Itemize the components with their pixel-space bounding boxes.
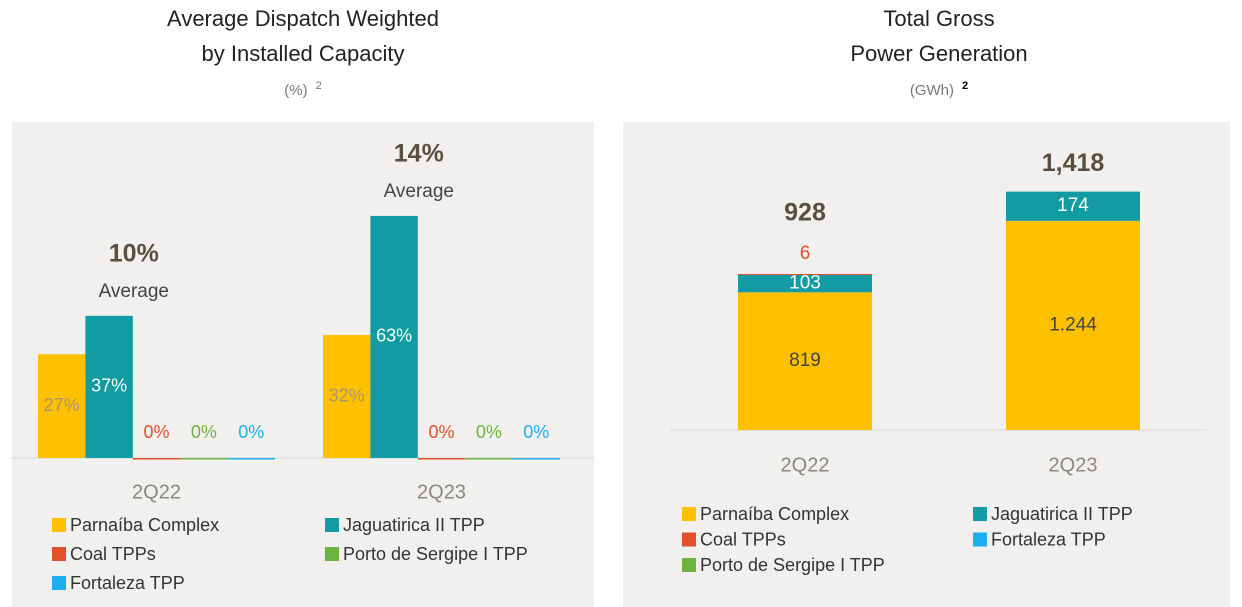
x-tick-label: 2Q23 (1049, 454, 1098, 476)
bar (180, 458, 228, 460)
legend-swatch (682, 532, 696, 547)
subtitle: (GWh) 2 (910, 80, 968, 99)
chart-title: Power Generation (850, 41, 1027, 66)
bar (417, 458, 466, 460)
value-label: 1.244 (1049, 314, 1097, 335)
value-label: 0% (476, 422, 502, 442)
value-label: 0% (428, 422, 454, 442)
bar (227, 458, 275, 460)
value-label: 0% (191, 422, 217, 442)
legend-label: Jaguatirica II TPP (343, 515, 485, 535)
legend-swatch (52, 547, 66, 561)
legend-label: Parnaíba Complex (700, 504, 849, 524)
value-label: 32% (329, 385, 365, 405)
total-label: 928 (784, 199, 826, 227)
legend-label: Porto de Sergipe I TPP (343, 544, 528, 564)
chart-title: Total Gross (883, 6, 994, 31)
subtitle-text: (GWh) (910, 82, 954, 99)
bar-segment (738, 273, 872, 275)
value-label: 0% (523, 422, 549, 442)
legend-swatch (973, 532, 987, 547)
average-label: Average (384, 181, 454, 202)
legend-label: Parnaíba Complex (70, 515, 219, 535)
bar (370, 215, 418, 458)
average-label: Average (99, 281, 169, 302)
value-label: 63% (376, 326, 412, 346)
chart-title: by Installed Capacity (202, 41, 405, 66)
legend-label: Jaguatirica II TPP (991, 504, 1133, 524)
legend-label: Coal TPPs (700, 529, 786, 549)
value-label: 819 (789, 350, 821, 371)
footnote: 2 (316, 80, 322, 92)
legend-swatch (325, 547, 339, 561)
legend-swatch (52, 576, 66, 590)
value-label: 0% (238, 422, 264, 442)
value-label: 27% (44, 395, 80, 415)
bar (85, 315, 133, 458)
value-label: 103 (789, 273, 821, 294)
x-tick-label: 2Q22 (132, 481, 181, 503)
bar (323, 335, 371, 458)
legend-swatch (973, 507, 987, 521)
footnote: 2 (962, 80, 968, 92)
value-label: 0% (143, 422, 169, 442)
total-label: 1,418 (1042, 149, 1105, 177)
legend-swatch (52, 518, 66, 532)
legend-swatch (682, 558, 696, 572)
subtitle-text: (%) (284, 82, 307, 99)
value-label: 174 (1057, 195, 1089, 216)
bar-segment (1006, 220, 1140, 430)
bar-segment (1006, 191, 1140, 221)
x-tick-label: 2Q22 (781, 454, 830, 476)
bar (465, 458, 513, 460)
legend-label: Fortaleza TPP (70, 573, 185, 593)
bar (38, 354, 86, 458)
legend-label: Fortaleza TPP (991, 529, 1106, 549)
legend-label: Coal TPPs (70, 544, 156, 564)
legend-swatch (325, 518, 339, 532)
bar-segment (738, 274, 872, 293)
bar (512, 458, 560, 460)
legend-label: Porto de Sergipe I TPP (700, 555, 885, 575)
subtitle: (%) 2 (284, 80, 321, 99)
chart-title: Average Dispatch Weighted (167, 6, 439, 31)
x-tick-label: 2Q23 (417, 481, 466, 503)
average-value: 10% (109, 239, 159, 267)
legend-swatch (682, 507, 696, 521)
average-value: 14% (394, 140, 444, 168)
value-label: 6 (800, 243, 811, 264)
bar-segment (738, 292, 872, 430)
value-label: 37% (91, 376, 127, 396)
bar (132, 458, 181, 460)
